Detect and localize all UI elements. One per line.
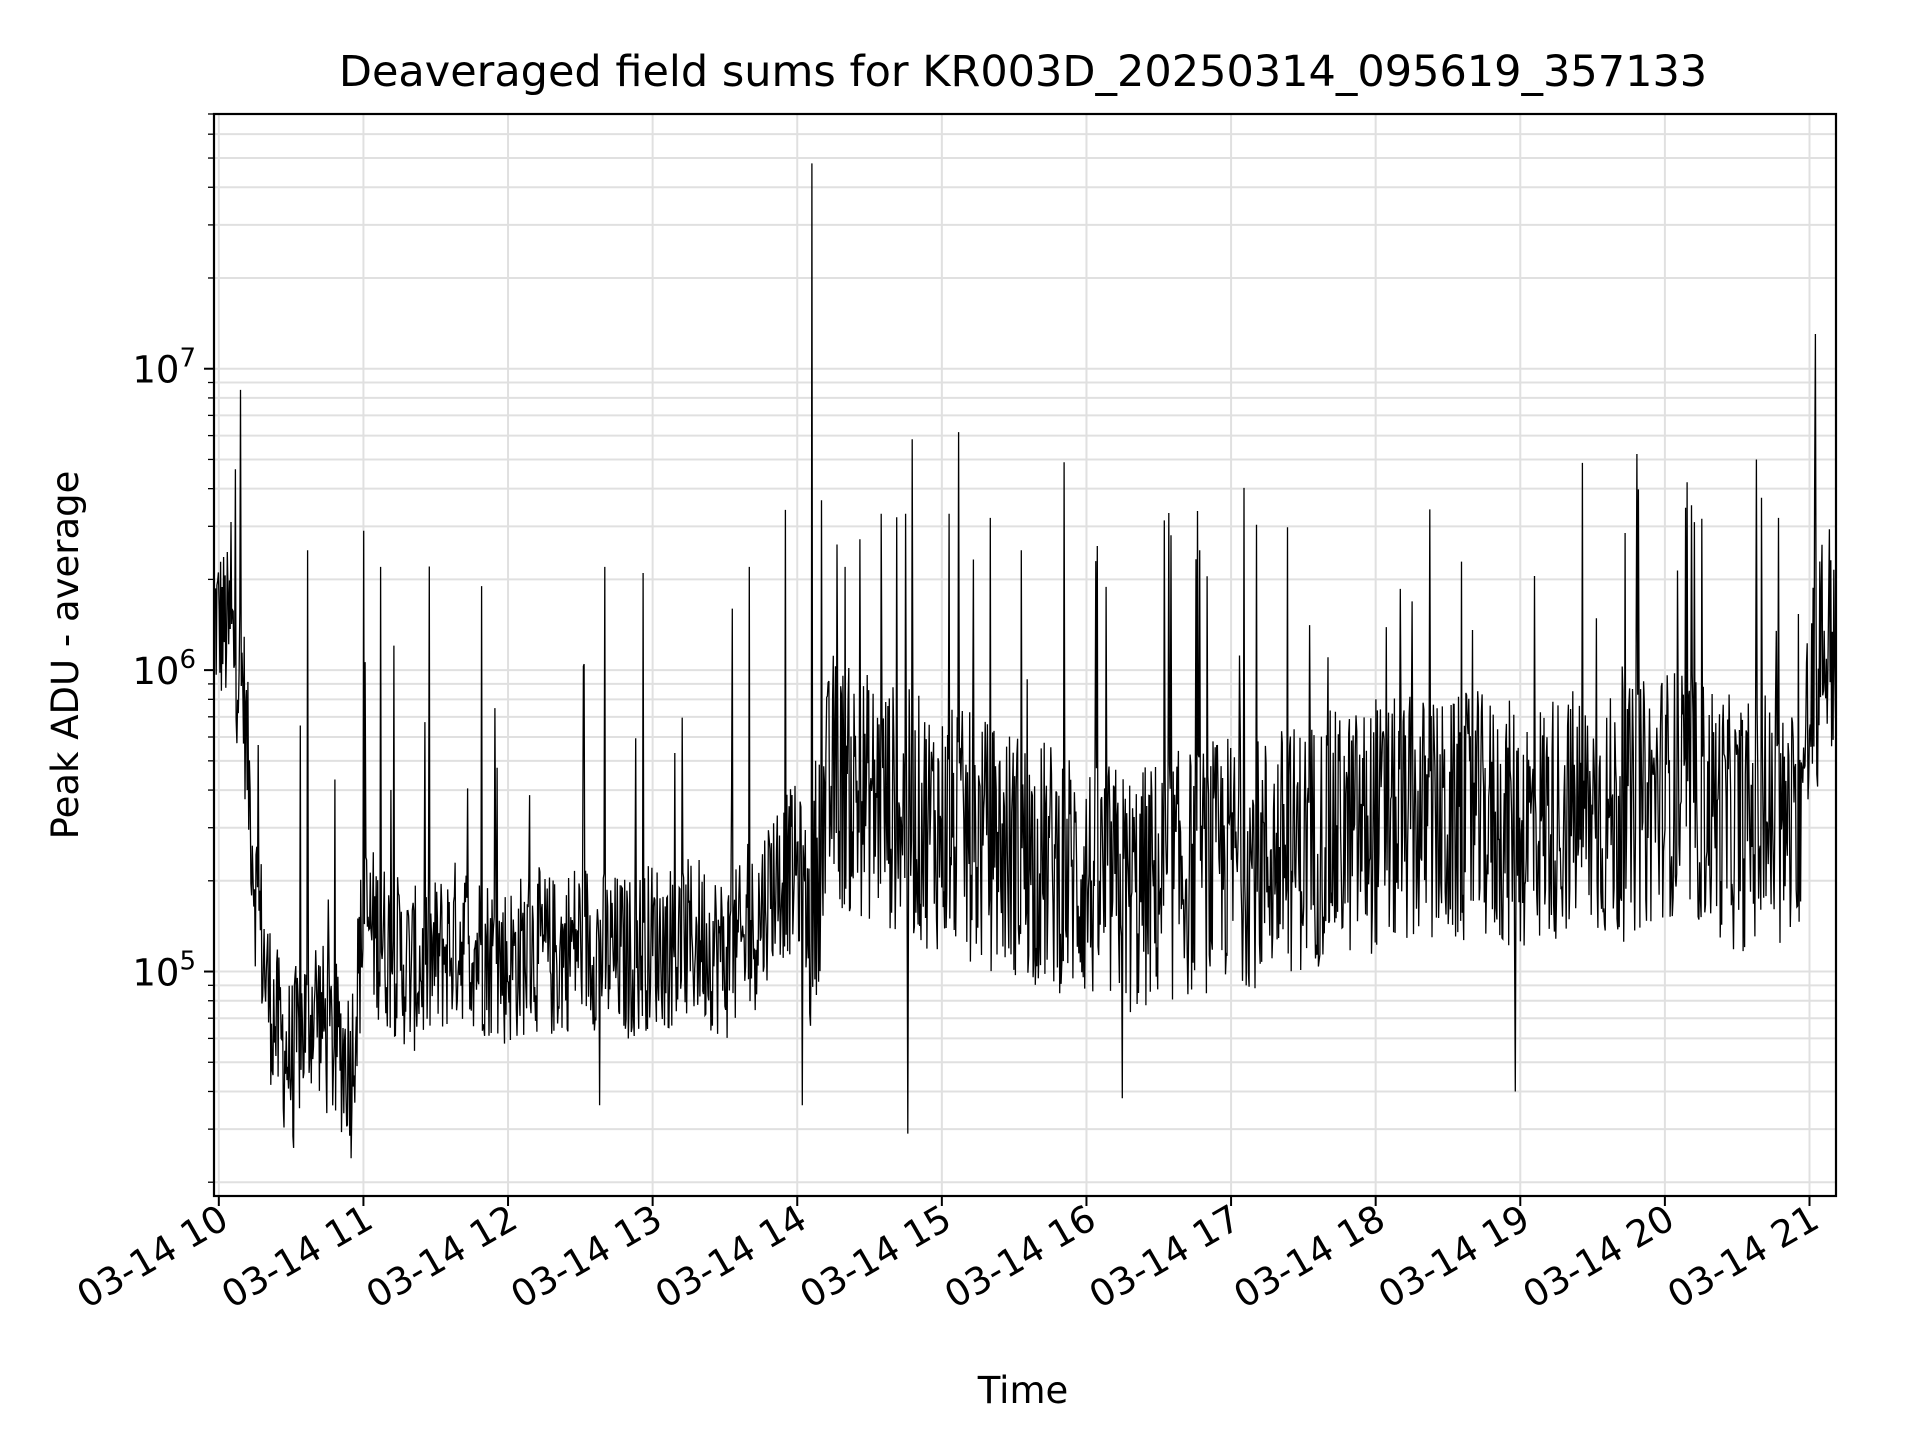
plot-frame	[212, 112, 1838, 1198]
y-axis-ticks: 105 106 107	[132, 344, 196, 995]
y-tick-label: 107	[132, 344, 196, 392]
chart-title: Deaveraged field sums for KR003D_2025031…	[339, 47, 1707, 97]
plot-area	[213, 163, 1837, 1159]
y-tick-label: 106	[132, 645, 196, 693]
x-axis-label: Time	[977, 1369, 1069, 1412]
y-tick-label: 105	[132, 947, 196, 995]
series-line	[213, 163, 1837, 1159]
y-axis-label: Peak ADU - average	[44, 471, 87, 840]
